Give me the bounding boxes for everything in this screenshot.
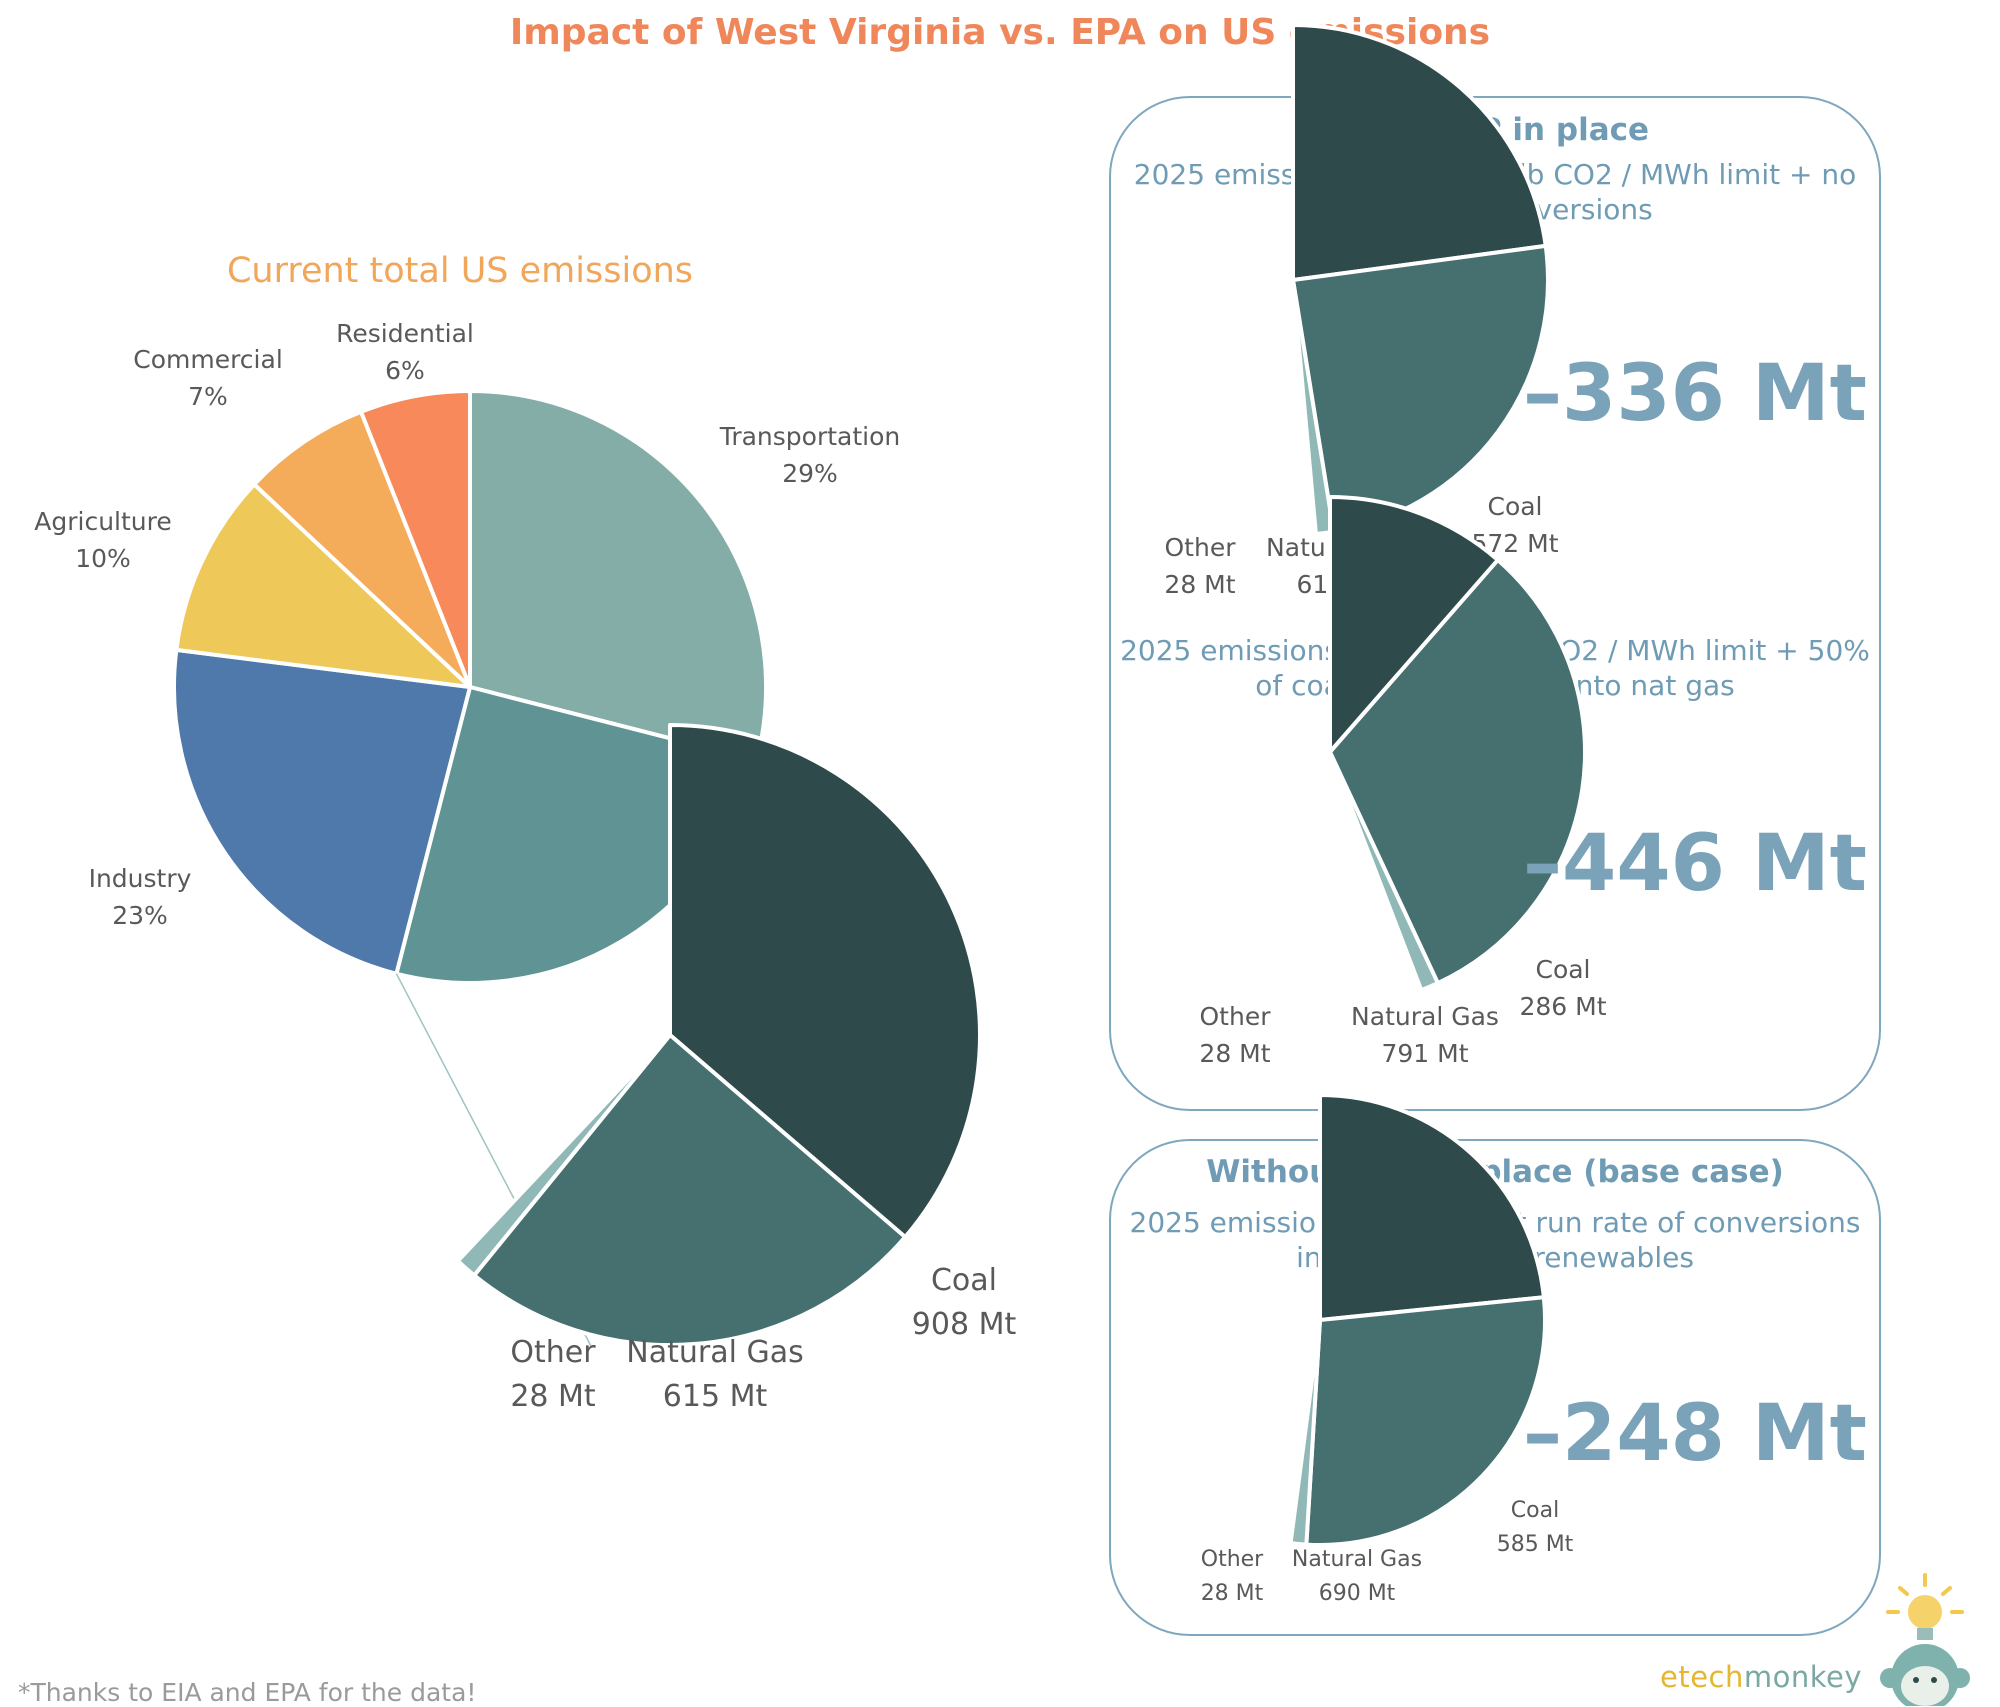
scenario-1-slice-coal [1291,23,1548,282]
main-label-name-agriculture: Agriculture [34,507,172,536]
bulb-ray-1 [1898,1586,1909,1596]
brand-logo-text: etechmonkey [1660,1660,1862,1694]
scenario-2-label-name-other: Other [1200,1002,1272,1031]
scenario-3-change: –248 Mt [1523,1389,1867,1479]
electricity-label-name-coal: Coal [931,1263,997,1298]
scenario-2-label-value-coal: 286 Mt [1519,992,1606,1021]
electricity-label-value-coal: 908 Mt [912,1307,1017,1342]
scenario-2-slice-other [1328,750,1440,993]
main-label-name-transportation: Transportation [719,422,901,451]
scenario-2-label-value-other: 28 Mt [1199,1039,1270,1068]
brand-part-1: etech [1660,1660,1744,1694]
scenario-1-slice-natural-gas [1291,243,1550,534]
panel-with-cpp [1109,96,1881,1111]
electricity-label-name-other: Other [510,1335,596,1370]
scenario-3-label-value-coal: 585 Mt [1497,1532,1574,1557]
main-label-name-residential: Residential [336,319,474,348]
electricity-slice-other [455,1033,672,1278]
electricity-slice-coal [668,723,982,1240]
scenario-2-label-name-natural-gas: Natural Gas [1351,1002,1499,1031]
scenario-1-change: –336 Mt [1523,349,1867,439]
scenario-1-label-name-other: Other [1165,533,1237,562]
main-label-value-transportation: 29% [782,459,838,488]
brand-part-2: monkey [1743,1660,1863,1694]
scenario-3-pie [1288,1093,1547,1547]
scenario-3-label-value-natural-gas: 690 Mt [1319,1581,1396,1606]
footnote: *Thanks to EIA and EPA for the data! [18,1678,477,1707]
main-label-value-residential: 6% [385,356,425,385]
scenario-3-label-name-natural-gas: Natural Gas [1292,1547,1422,1572]
scenario-2-change: –446 Mt [1523,819,1867,909]
monkey-face [1901,1666,1949,1706]
main-label-value-industry: 23% [112,901,168,930]
main-pie-slice-agriculture [174,482,472,689]
electricity-label-value-natural-gas: 615 Mt [663,1379,768,1414]
scenario-2-pie [1328,495,1587,993]
scenario-3-slice-other [1288,1318,1322,1547]
bulb-glass [1908,1595,1942,1629]
scenario-1-label-name-coal: Coal [1487,492,1542,521]
main-label-value-commercial: 7% [188,382,228,411]
bulb-base [1917,1628,1933,1640]
scenario-2-slice-natural-gas [1328,558,1587,986]
scenario-3-slice-coal [1318,1093,1546,1322]
scenario-3-label-name-coal: Coal [1511,1498,1559,1523]
monkey-eye-right [1931,1677,1937,1683]
panel-without-cpp [1109,1139,1881,1636]
monkey-lightbulb-icon [1880,1573,1970,1706]
main-label-name-commercial: Commercial [133,345,283,374]
monkey-ear-left [1880,1668,1900,1688]
main-pie-slice-transportation [468,389,768,763]
main-pie [172,389,768,985]
bulb-ray-2 [1941,1586,1952,1596]
scenario-2-slice-coal [1328,495,1500,754]
main-label-value-agriculture: 10% [75,544,131,573]
electricity-label-value-other: 28 Mt [510,1379,596,1414]
main-pie-slice-residential [359,389,472,689]
main-pie-title: Current total US emissions [227,251,693,291]
scenario-3-label-value-other: 28 Mt [1201,1581,1264,1606]
scenario-1-label-value-other: 28 Mt [1164,570,1235,599]
main-pie-slice-commercial [252,409,472,689]
main-label-name-industry: Industry [89,864,192,893]
electricity-pie [455,723,982,1347]
scenario-2-label-value-natural-gas: 791 Mt [1381,1039,1468,1068]
monkey-eye-left [1913,1677,1919,1683]
scenario-2-label-name-coal: Coal [1535,955,1590,984]
scenario-3-slice-natural-gas [1304,1295,1547,1547]
scenario-1-pie [1291,23,1550,536]
main-pie-slice-industry [172,647,472,976]
scenario-3-label-name-other: Other [1201,1547,1264,1572]
electricity-label-name-natural-gas: Natural Gas [626,1335,803,1370]
monkey-ear-right [1950,1668,1970,1688]
electricity-slice-natural-gas [472,1033,908,1347]
